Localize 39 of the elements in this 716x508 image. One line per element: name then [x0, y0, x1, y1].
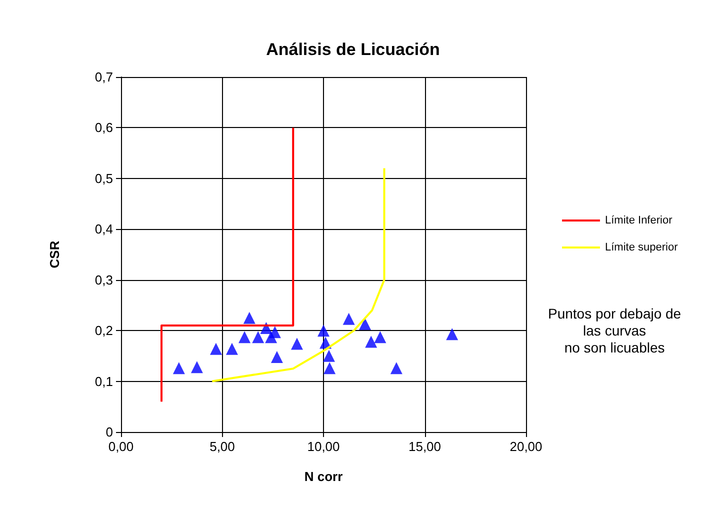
line-series: [211, 167, 386, 382]
legend-label: Límite superior: [605, 242, 678, 254]
y-tick-label: 0,5: [94, 170, 113, 186]
x-tick-label: 15,00: [408, 439, 442, 454]
y-tick-label: 0,1: [94, 374, 113, 389]
point: [238, 331, 251, 344]
chart-title: Análisis de Licuación: [266, 40, 440, 59]
point: [290, 338, 303, 350]
y-tick-label: 0: [106, 424, 113, 440]
x-tick-label: 5,00: [210, 439, 235, 454]
point: [243, 312, 256, 324]
point: [190, 361, 203, 374]
point: [318, 324, 330, 337]
y-tick-label: 0,4: [94, 222, 113, 237]
point: [322, 350, 335, 362]
point: [270, 350, 283, 363]
point: [359, 318, 372, 330]
point: [365, 336, 378, 348]
x-axis-title: N corr: [304, 469, 343, 484]
point: [210, 342, 222, 355]
point: [172, 362, 185, 374]
point: [390, 362, 402, 374]
y-tick-label: 0,3: [94, 272, 113, 288]
point: [226, 342, 238, 355]
point: [374, 331, 386, 344]
legend-label: Límite Inferior: [605, 214, 673, 226]
y-axis-title: CSR: [47, 240, 62, 268]
x-tick-label: 10,00: [307, 439, 340, 454]
point: [252, 331, 264, 344]
x-tick-label: 20,00: [510, 439, 542, 454]
point: [342, 312, 355, 325]
text: Puntos por debajo de las curvas no son licuables: [548, 306, 682, 356]
point: [268, 326, 281, 338]
point: [324, 362, 336, 374]
point: [446, 328, 458, 340]
y-tick-label: 0,2: [94, 323, 113, 338]
x-tick-label: 0,00: [108, 439, 134, 454]
y-tick-label: 0,6: [94, 120, 113, 136]
y-tick-label: 0,7: [94, 70, 113, 84]
